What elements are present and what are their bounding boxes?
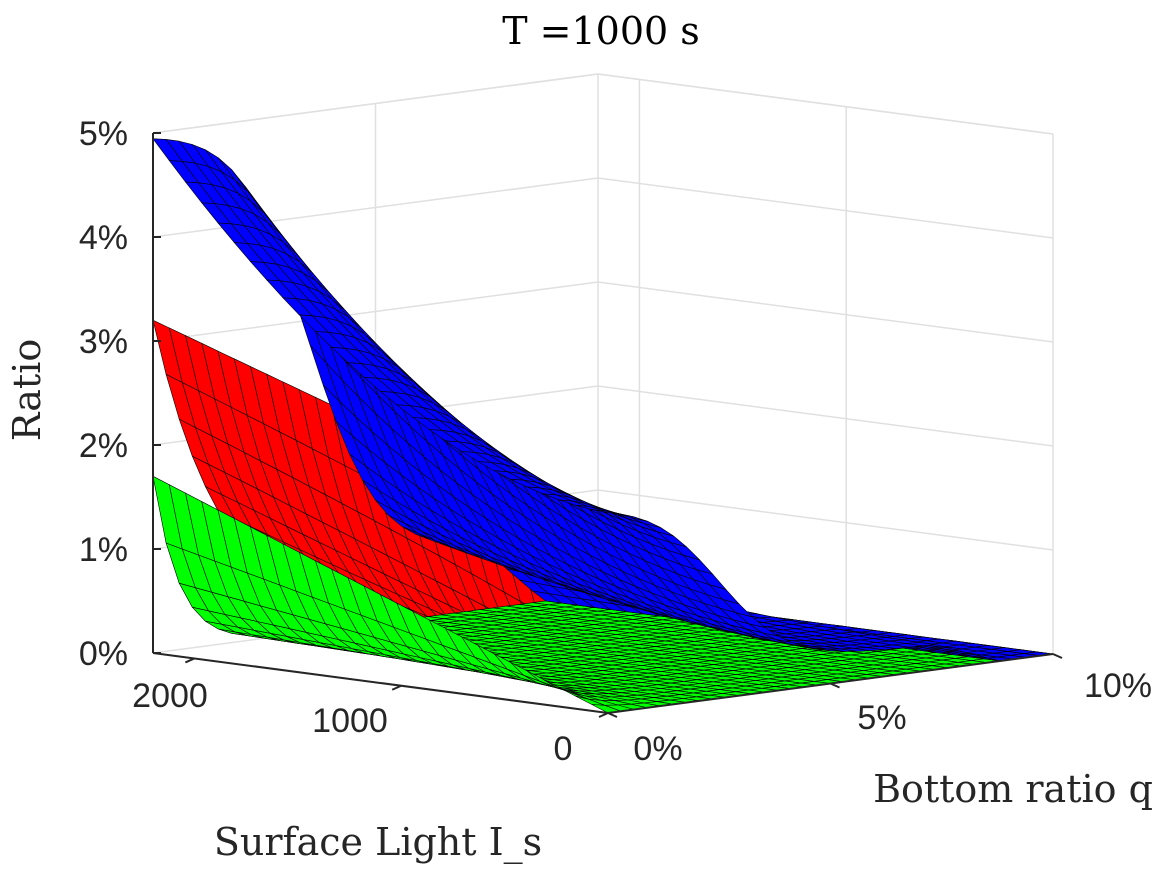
y-tick-label-2000: 2000 xyxy=(132,677,208,715)
y-tick-1 xyxy=(391,684,402,691)
surfaces xyxy=(152,138,1054,714)
z-tick-labels: 0% 1% 2% 3% 4% 5% xyxy=(79,115,128,673)
box-top-edge xyxy=(152,73,1054,135)
surface-green xyxy=(152,475,1054,714)
y-tick-label-1000: 1000 xyxy=(312,702,388,740)
z-grid-line-5 xyxy=(152,73,1054,135)
z-axis-label: Ratio xyxy=(5,339,49,441)
x-axis-label: Bottom ratio q xyxy=(873,767,1153,811)
y-axis-line xyxy=(152,652,609,714)
z-tick-label-5: 5% xyxy=(79,115,128,153)
x-tick-2 xyxy=(1052,653,1063,659)
x-tick-0 xyxy=(607,712,618,718)
y-tick-0 xyxy=(598,712,609,718)
surface-blue xyxy=(152,138,1054,662)
axis-lines xyxy=(152,132,1063,718)
z-tick-label-2: 2% xyxy=(79,427,128,465)
z-tick-label-1: 1% xyxy=(79,531,128,569)
z-grid-line-4 xyxy=(152,177,1054,239)
z-tick-label-4: 4% xyxy=(79,219,128,257)
chart-title: T =1000 s xyxy=(502,9,700,53)
x-tick-label-10: 10% xyxy=(1084,667,1152,705)
x-tick-label-5: 5% xyxy=(857,699,906,737)
y-tick-label-0: 0 xyxy=(554,730,573,768)
x-tick-labels: 0% 5% 10% xyxy=(633,667,1152,768)
y-axis-label: Surface Light I_s xyxy=(214,820,542,865)
y-tick-labels: 2000 1000 0 xyxy=(132,677,572,768)
y-tick-2 xyxy=(184,657,195,664)
x-tick-label-0: 0% xyxy=(633,730,682,768)
z-tick-label-0: 0% xyxy=(79,635,128,673)
surface-blue-cell xyxy=(591,509,622,515)
z-tick-label-3: 3% xyxy=(79,323,128,361)
x-tick-1 xyxy=(830,682,840,689)
